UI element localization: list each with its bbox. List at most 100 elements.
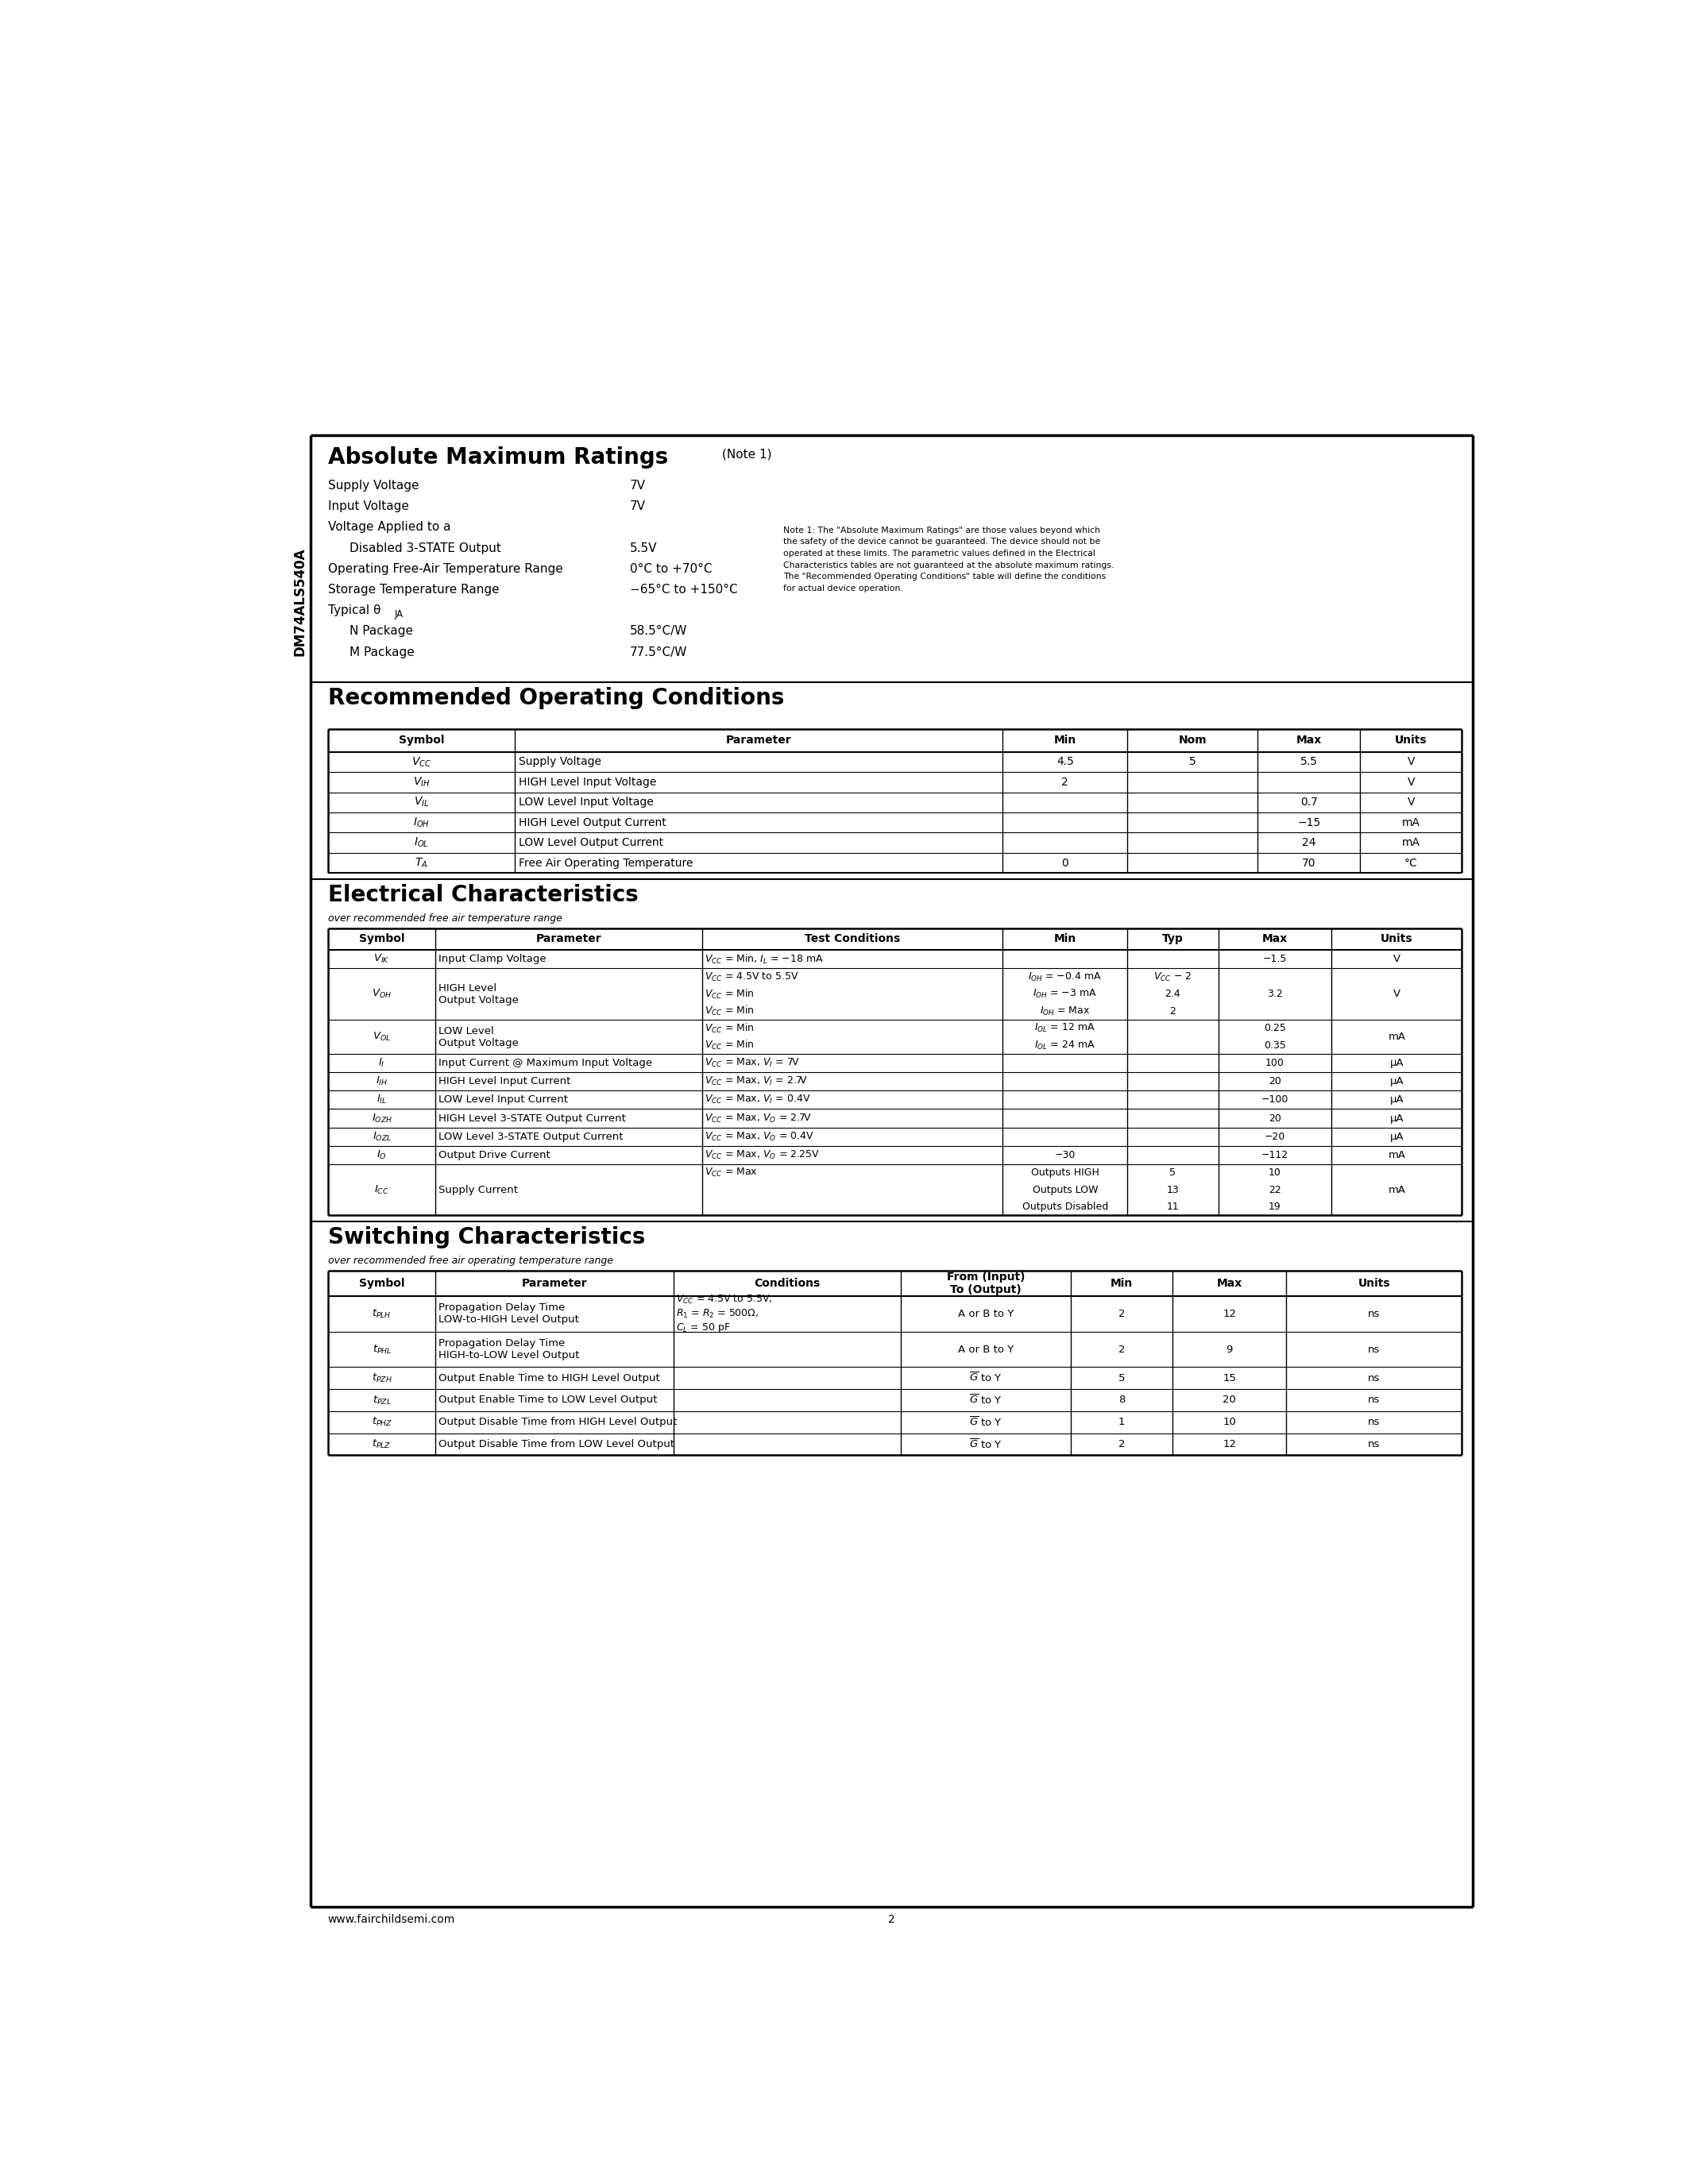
Text: $I_{OL}$ = 12 mA: $I_{OL}$ = 12 mA bbox=[1035, 1022, 1096, 1035]
Text: 11: 11 bbox=[1166, 1201, 1178, 1212]
Text: $I_O$: $I_O$ bbox=[376, 1149, 387, 1162]
Text: °C: °C bbox=[1404, 858, 1418, 869]
Text: $V_{OH}$: $V_{OH}$ bbox=[371, 987, 392, 1000]
Text: 2: 2 bbox=[1119, 1308, 1126, 1319]
Text: Output Disable Time from HIGH Level Output: Output Disable Time from HIGH Level Outp… bbox=[439, 1417, 677, 1428]
Text: 2: 2 bbox=[888, 1915, 895, 1926]
Text: ns: ns bbox=[1367, 1308, 1381, 1319]
Text: Parameter: Parameter bbox=[537, 933, 601, 946]
Text: 2: 2 bbox=[1119, 1439, 1126, 1450]
Text: $t_{PZL}$: $t_{PZL}$ bbox=[373, 1393, 392, 1406]
Text: Propagation Delay Time
LOW-to-HIGH Level Output: Propagation Delay Time LOW-to-HIGH Level… bbox=[439, 1304, 579, 1326]
Text: $\overline{G}$ to Y: $\overline{G}$ to Y bbox=[969, 1372, 1003, 1385]
Text: Symbol: Symbol bbox=[398, 734, 444, 747]
Text: HIGH Level Input Voltage: HIGH Level Input Voltage bbox=[518, 778, 657, 788]
Text: 58.5°C/W: 58.5°C/W bbox=[630, 625, 687, 638]
Text: $\overline{G}$ to Y: $\overline{G}$ to Y bbox=[969, 1437, 1003, 1450]
Text: 24: 24 bbox=[1301, 836, 1317, 847]
Text: $V_{CC}$ = Min: $V_{CC}$ = Min bbox=[704, 987, 755, 1000]
Text: Units: Units bbox=[1357, 1278, 1391, 1289]
Text: 9: 9 bbox=[1225, 1343, 1232, 1354]
Text: Input Current @ Maximum Input Voltage: Input Current @ Maximum Input Voltage bbox=[439, 1057, 652, 1068]
Text: Units: Units bbox=[1381, 933, 1413, 946]
Text: Output Drive Current: Output Drive Current bbox=[439, 1149, 550, 1160]
Text: μA: μA bbox=[1389, 1131, 1404, 1142]
Text: $t_{PLH}$: $t_{PLH}$ bbox=[371, 1308, 392, 1319]
Text: $V_{CC}$ = Max, $V_O$ = 2.25V: $V_{CC}$ = Max, $V_O$ = 2.25V bbox=[704, 1149, 820, 1162]
Text: 12: 12 bbox=[1222, 1308, 1236, 1319]
Text: Output Disable Time from LOW Level Output: Output Disable Time from LOW Level Outpu… bbox=[439, 1439, 674, 1450]
Text: $V_{IK}$: $V_{IK}$ bbox=[373, 952, 390, 965]
Text: −30: −30 bbox=[1055, 1149, 1075, 1160]
Text: 5.5V: 5.5V bbox=[630, 542, 657, 555]
Text: 7V: 7V bbox=[630, 480, 645, 491]
Text: ns: ns bbox=[1367, 1417, 1381, 1428]
Text: $I_{OL}$ = 24 mA: $I_{OL}$ = 24 mA bbox=[1035, 1040, 1096, 1051]
Text: LOW Level 3-STATE Output Current: LOW Level 3-STATE Output Current bbox=[439, 1131, 623, 1142]
Text: $V_{CC}$ = Min: $V_{CC}$ = Min bbox=[704, 1022, 755, 1035]
Text: V: V bbox=[1408, 797, 1415, 808]
Text: ns: ns bbox=[1367, 1343, 1381, 1354]
Text: Parameter: Parameter bbox=[726, 734, 792, 747]
Text: 0.7: 0.7 bbox=[1300, 797, 1318, 808]
Text: Supply Voltage: Supply Voltage bbox=[518, 756, 601, 767]
Text: Switching Characteristics: Switching Characteristics bbox=[327, 1227, 645, 1249]
Text: Symbol: Symbol bbox=[360, 1278, 405, 1289]
Text: Input Clamp Voltage: Input Clamp Voltage bbox=[439, 954, 545, 965]
Text: Units: Units bbox=[1394, 734, 1426, 747]
Text: Max: Max bbox=[1263, 933, 1288, 946]
Text: From (Input)
To (Output): From (Input) To (Output) bbox=[947, 1271, 1025, 1295]
Text: Supply Voltage: Supply Voltage bbox=[327, 480, 419, 491]
Text: Max: Max bbox=[1296, 734, 1322, 747]
Text: $I_{OH}$ = −3 mA: $I_{OH}$ = −3 mA bbox=[1033, 987, 1097, 1000]
Text: 100: 100 bbox=[1266, 1057, 1285, 1068]
Text: 5: 5 bbox=[1119, 1374, 1126, 1382]
Text: Recommended Operating Conditions: Recommended Operating Conditions bbox=[327, 688, 785, 710]
Text: Parameter: Parameter bbox=[522, 1278, 587, 1289]
Text: Voltage Applied to a: Voltage Applied to a bbox=[327, 522, 451, 533]
Text: HIGH Level Input Current: HIGH Level Input Current bbox=[439, 1077, 571, 1088]
Text: (Note 1): (Note 1) bbox=[722, 448, 771, 461]
Text: $I_{OH}$ = Max: $I_{OH}$ = Max bbox=[1040, 1005, 1090, 1018]
Text: $V_{CC}$ = Min: $V_{CC}$ = Min bbox=[704, 1005, 755, 1018]
Text: μA: μA bbox=[1389, 1094, 1404, 1105]
Text: 2: 2 bbox=[1119, 1343, 1126, 1354]
Text: Electrical Characteristics: Electrical Characteristics bbox=[327, 885, 638, 906]
Text: −15: −15 bbox=[1298, 817, 1320, 828]
Text: Propagation Delay Time
HIGH-to-LOW Level Output: Propagation Delay Time HIGH-to-LOW Level… bbox=[439, 1339, 579, 1361]
Text: −100: −100 bbox=[1261, 1094, 1288, 1105]
Text: 5: 5 bbox=[1188, 756, 1197, 767]
Text: V: V bbox=[1408, 756, 1415, 767]
Text: 15: 15 bbox=[1222, 1374, 1236, 1382]
Text: mA: mA bbox=[1401, 836, 1420, 847]
Text: $V_{CC}$ − 2: $V_{CC}$ − 2 bbox=[1153, 972, 1192, 983]
Text: 20: 20 bbox=[1269, 1114, 1281, 1123]
Text: operated at these limits. The parametric values defined in the Electrical: operated at these limits. The parametric… bbox=[783, 550, 1096, 557]
Text: μA: μA bbox=[1389, 1057, 1404, 1068]
Text: $t_{PHL}$: $t_{PHL}$ bbox=[371, 1343, 392, 1356]
Text: 0: 0 bbox=[1062, 858, 1069, 869]
Text: $V_{CC}$ = Max, $V_O$ = 0.4V: $V_{CC}$ = Max, $V_O$ = 0.4V bbox=[704, 1131, 814, 1142]
Text: Note 1: The "Absolute Maximum Ratings" are those values beyond which: Note 1: The "Absolute Maximum Ratings" a… bbox=[783, 526, 1101, 535]
Text: $I_{OZH}$: $I_{OZH}$ bbox=[371, 1112, 392, 1125]
Text: The "Recommended Operating Conditions" table will define the conditions: The "Recommended Operating Conditions" t… bbox=[783, 572, 1106, 581]
Text: for actual device operation.: for actual device operation. bbox=[783, 585, 903, 592]
Text: 2: 2 bbox=[1062, 778, 1069, 788]
Text: 13: 13 bbox=[1166, 1184, 1178, 1195]
Text: Typ: Typ bbox=[1161, 933, 1183, 946]
Text: $I_{OZL}$: $I_{OZL}$ bbox=[373, 1131, 392, 1142]
Text: 10: 10 bbox=[1269, 1168, 1281, 1177]
Text: LOW Level
Output Voltage: LOW Level Output Voltage bbox=[439, 1026, 518, 1048]
Text: Min: Min bbox=[1053, 734, 1077, 747]
Text: $V_{IL}$: $V_{IL}$ bbox=[414, 795, 429, 808]
Text: 2: 2 bbox=[1170, 1007, 1177, 1016]
Text: Conditions: Conditions bbox=[755, 1278, 820, 1289]
Text: 10: 10 bbox=[1222, 1417, 1236, 1428]
Text: $V_{CC}$ = Min: $V_{CC}$ = Min bbox=[704, 1040, 755, 1053]
Text: DM74ALS540A: DM74ALS540A bbox=[294, 548, 307, 655]
Text: $V_{OL}$: $V_{OL}$ bbox=[373, 1031, 392, 1044]
Text: Characteristics tables are not guaranteed at the absolute maximum ratings.: Characteristics tables are not guarantee… bbox=[783, 561, 1114, 570]
Text: Symbol: Symbol bbox=[360, 933, 405, 946]
Text: HIGH Level Output Current: HIGH Level Output Current bbox=[518, 817, 667, 828]
Text: 5: 5 bbox=[1170, 1168, 1177, 1177]
